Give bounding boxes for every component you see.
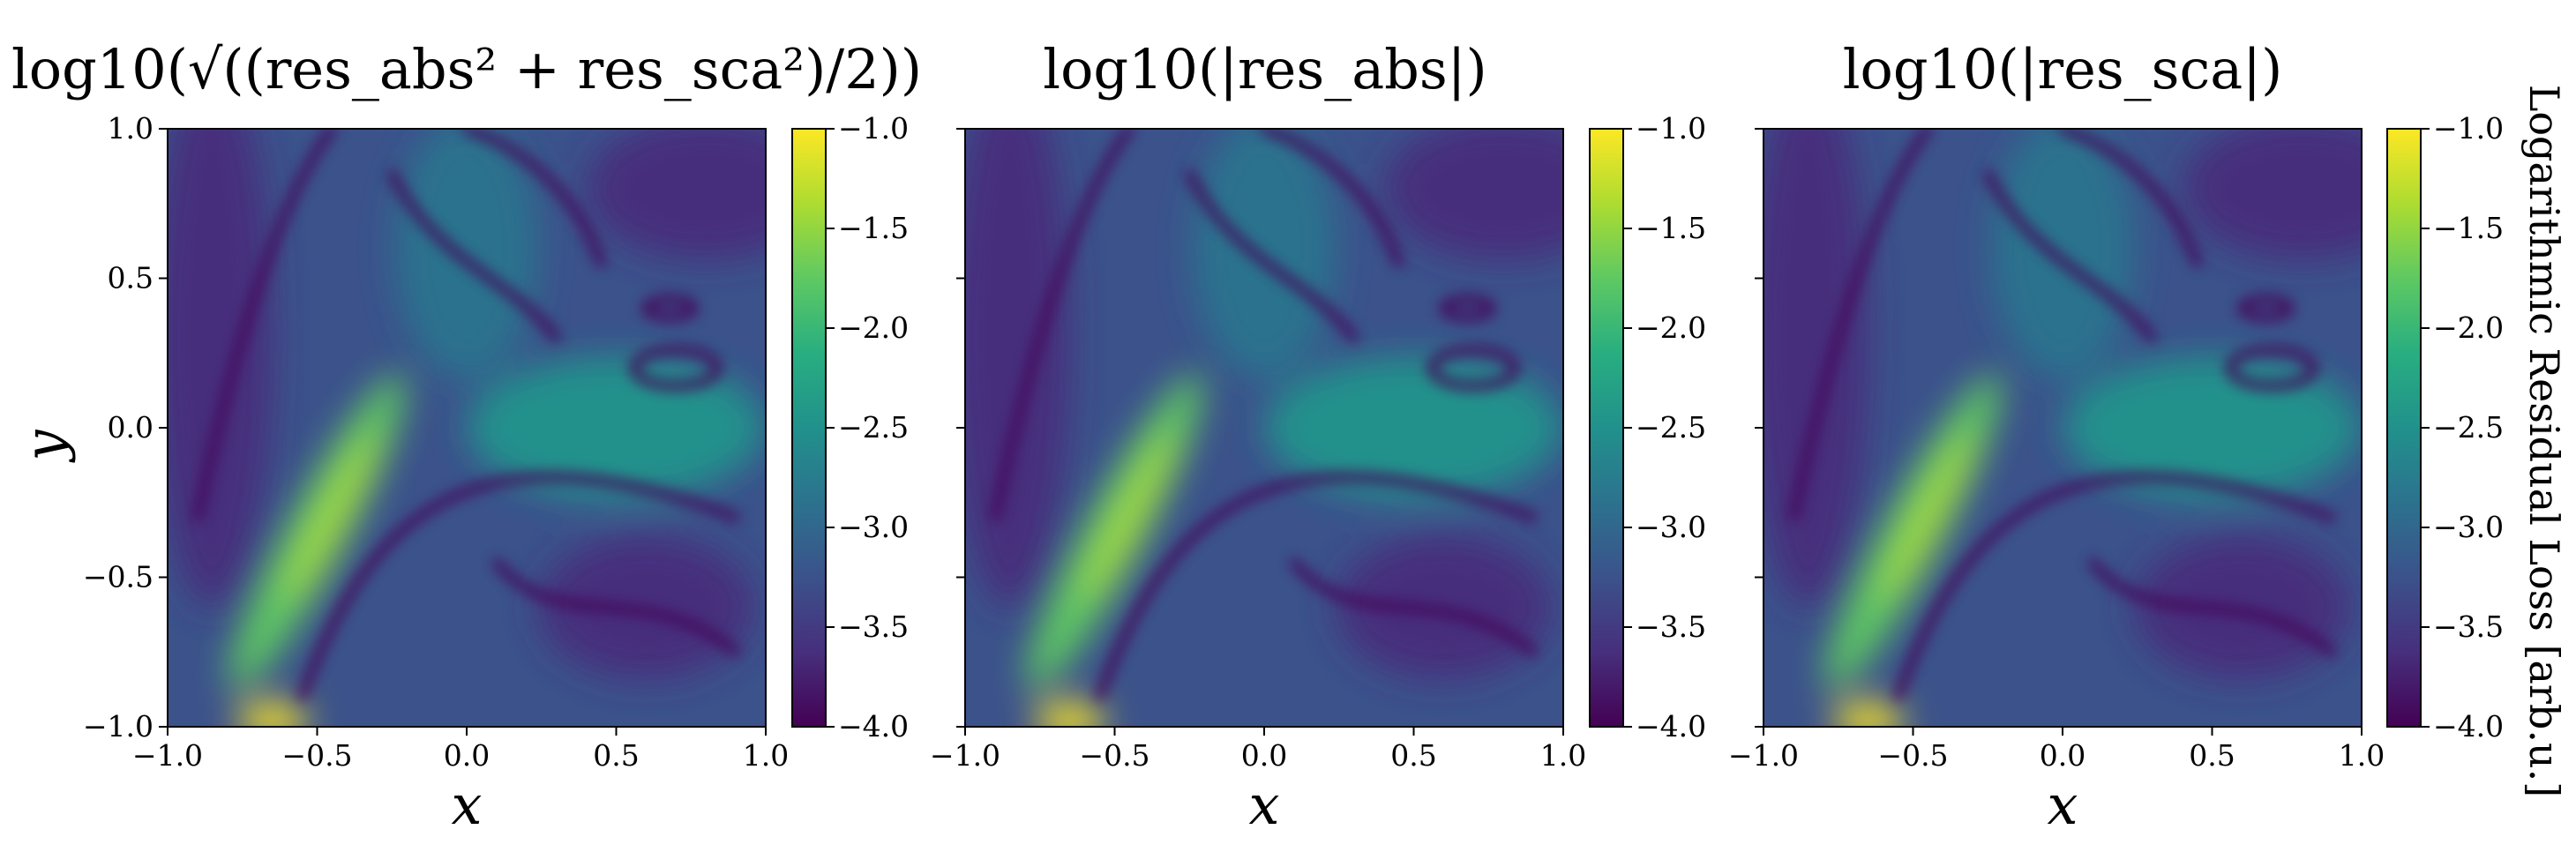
x-tick-label: 1.0 [1540, 738, 1586, 773]
colorbar-tick-label: −1.0 [1636, 111, 1706, 146]
colorbar-tick-label: −4.0 [838, 709, 909, 744]
x-tick-label: −0.5 [281, 738, 352, 773]
x-tick-label: −1.0 [1728, 738, 1799, 773]
panel-3-title: log10(|res_sca|) [1843, 37, 2283, 101]
colorbar-tick-label: −1.0 [2433, 111, 2504, 146]
colorbar-tick-label: −3.0 [2433, 510, 2504, 544]
x-tick-label: 0.0 [1241, 738, 1287, 773]
x-tick-label: 0.0 [2040, 738, 2086, 773]
colorbar-tick-label: −1.5 [1636, 211, 1706, 245]
heatmap-field [168, 129, 766, 727]
colorbar-tick-label: −1.0 [838, 111, 909, 146]
x-tick-label: −1.0 [132, 738, 203, 773]
colorbar-tick-label: −2.5 [838, 410, 909, 445]
colorbar-tick-label: −2.0 [838, 310, 909, 345]
x-axis-label: x [2048, 773, 2078, 837]
colorbar-tick-label: −2.5 [2433, 410, 2504, 445]
colorbar-tick-label: −1.5 [2433, 211, 2504, 245]
colorbar-tick-label: −4.0 [2433, 709, 2504, 744]
x-tick-label: 0.0 [444, 738, 490, 773]
colorbar-tick-label: −3.5 [1636, 609, 1706, 644]
y-axis-label: y [12, 430, 77, 464]
colorbar-tick-label: −3.5 [838, 609, 909, 644]
panel-2-title: log10(|res_abs|) [1043, 37, 1487, 101]
colorbar-tick-label: −2.0 [2433, 310, 2504, 345]
x-tick-label: 0.5 [1390, 738, 1436, 773]
y-tick-label: 1.0 [108, 111, 154, 146]
colorbar-tick-label: −3.0 [838, 510, 909, 544]
colorbar: −1.0 −1.5 −2.0 −2.5 −3.0 −3.5 −4.0 [791, 111, 909, 744]
colorbar-tick-label: −3.0 [1636, 510, 1706, 544]
x-tick-label: −0.5 [1079, 738, 1149, 773]
x-tick-label: 0.5 [2189, 738, 2235, 773]
panel-1: −1.0 −0.5 0.0 0.5 1.0 −1.0 −0.5 0.0 0.5 1.0 x y −1.0… [12, 111, 909, 837]
x-axis-label: x [452, 773, 483, 837]
heatmap-field [1764, 129, 2362, 727]
x-tick-label: −0.5 [1877, 738, 1948, 773]
panel-1-title: log10(√((res_abs² + res_sca²)/2)) [11, 37, 922, 101]
colorbar-label: Logarithmic Residual Loss [arb.u.] [2520, 85, 2568, 797]
x-tick-label: 0.5 [593, 738, 639, 773]
y-tick-label: −1.0 [83, 709, 154, 744]
heatmap-field [965, 129, 1563, 727]
colorbar: −1.0 −1.5 −2.0 −2.5 −3.0 −3.5 −4.0 [1589, 111, 1706, 744]
x-tick-label: 1.0 [743, 738, 789, 773]
colorbar: −1.0 −1.5 −2.0 −2.5 −3.0 −3.5 −4.0 [2386, 111, 2504, 744]
colorbar-tick-label: −3.5 [2433, 609, 2504, 644]
x-tick-label: −1.0 [930, 738, 1000, 773]
y-tick-label: 0.5 [108, 261, 154, 295]
x-axis-label: x [1249, 773, 1280, 837]
x-tick-label: 1.0 [2339, 738, 2385, 773]
panel-2: −1.0 −0.5 0.0 0.5 1.0 x −1.0 −1.5 −2.0 −2.5 −3.0 −3… [930, 111, 1706, 837]
colorbar-tick-label: −2.0 [1636, 310, 1706, 345]
y-tick-label: −0.5 [83, 560, 154, 594]
colorbar-tick-label: −4.0 [1636, 709, 1706, 744]
colorbar-tick-label: −2.5 [1636, 410, 1706, 445]
panel-3: −1.0 −0.5 0.0 0.5 1.0 x −1.0 −1.5 −2.0 −2.5 −3.0 −3… [1728, 111, 2504, 837]
colorbar-tick-label: −1.5 [838, 211, 909, 245]
y-tick-label: 0.0 [108, 410, 154, 445]
